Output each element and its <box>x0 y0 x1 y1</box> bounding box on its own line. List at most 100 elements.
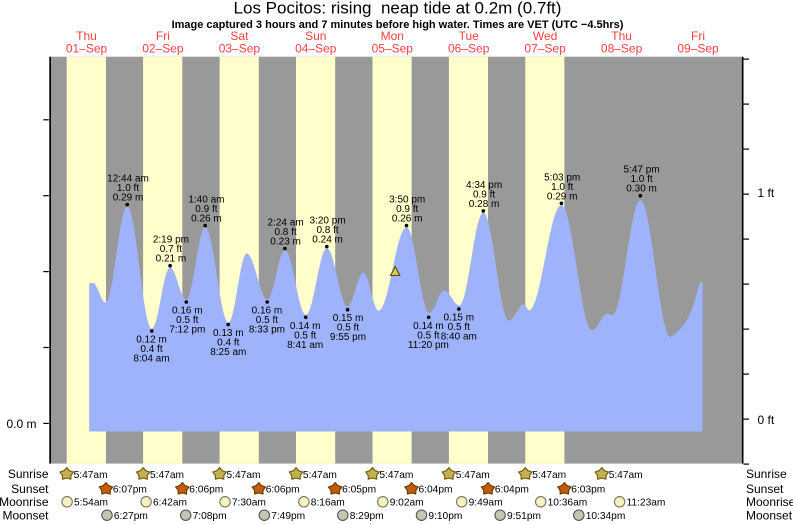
svg-text:7:49pm: 7:49pm <box>271 511 305 522</box>
svg-text:Fri: Fri <box>691 29 705 43</box>
svg-text:5:47 pm: 5:47 pm <box>624 165 660 176</box>
svg-text:Wed: Wed <box>533 29 557 43</box>
svg-text:9:55 pm: 9:55 pm <box>330 332 366 343</box>
svg-text:11:20 pm: 11:20 pm <box>408 340 449 351</box>
svg-text:6:05pm: 6:05pm <box>342 485 376 496</box>
svg-text:8:16am: 8:16am <box>311 498 345 509</box>
svg-text:0.9 ft: 0.9 ft <box>396 204 418 215</box>
svg-text:8:25 am: 8:25 am <box>210 347 246 358</box>
svg-text:Sunset: Sunset <box>11 482 49 496</box>
svg-text:0.14 m: 0.14 m <box>290 321 321 332</box>
svg-text:1 ft: 1 ft <box>758 186 775 200</box>
svg-text:Sun: Sun <box>305 29 326 43</box>
svg-text:02–Sep: 02–Sep <box>142 42 184 56</box>
svg-text:2:24 am: 2:24 am <box>268 218 304 229</box>
svg-text:0.24 m: 0.24 m <box>312 235 343 246</box>
svg-text:0.23 m: 0.23 m <box>270 237 301 248</box>
svg-text:09–Sep: 09–Sep <box>677 42 719 56</box>
svg-text:0.26 m: 0.26 m <box>392 214 423 225</box>
svg-text:Sunrise: Sunrise <box>8 467 49 481</box>
svg-text:6:06pm: 6:06pm <box>266 485 300 496</box>
svg-text:7:30am: 7:30am <box>232 498 266 509</box>
svg-text:6:04pm: 6:04pm <box>495 485 529 496</box>
svg-text:0.9 ft: 0.9 ft <box>195 204 217 215</box>
svg-text:8:33 pm: 8:33 pm <box>249 325 285 336</box>
svg-text:6:04pm: 6:04pm <box>419 485 453 496</box>
svg-text:Sat: Sat <box>230 29 249 43</box>
svg-text:0.16 m: 0.16 m <box>172 306 203 317</box>
svg-text:0.26 m: 0.26 m <box>191 214 222 225</box>
svg-text:0.30 m: 0.30 m <box>626 184 657 195</box>
svg-text:5:54am: 5:54am <box>74 498 108 509</box>
svg-text:5:47am: 5:47am <box>379 470 413 481</box>
svg-text:Moonset: Moonset <box>2 508 49 522</box>
svg-text:5:47am: 5:47am <box>456 470 490 481</box>
svg-text:Moonrise: Moonrise <box>0 495 49 509</box>
svg-text:0.5 ft: 0.5 ft <box>337 323 359 334</box>
svg-text:0.15 m: 0.15 m <box>444 313 475 324</box>
svg-text:10:36am: 10:36am <box>548 498 588 509</box>
svg-text:0.8 ft: 0.8 ft <box>316 225 338 236</box>
svg-text:6:07pm: 6:07pm <box>113 485 147 496</box>
svg-text:1:40 am: 1:40 am <box>188 195 224 206</box>
svg-text:8:40 am: 8:40 am <box>441 332 477 343</box>
svg-text:0.14 m: 0.14 m <box>413 321 444 332</box>
svg-text:08–Sep: 08–Sep <box>601 42 643 56</box>
svg-text:Sunset: Sunset <box>746 482 784 496</box>
svg-text:12:44 am: 12:44 am <box>107 174 149 185</box>
svg-text:8:41 am: 8:41 am <box>287 340 323 351</box>
svg-text:5:47am: 5:47am <box>150 470 184 481</box>
svg-text:0.15 m: 0.15 m <box>333 313 364 324</box>
svg-text:0.29 m: 0.29 m <box>547 191 578 202</box>
svg-text:6:27pm: 6:27pm <box>114 511 148 522</box>
svg-text:4:34 pm: 4:34 pm <box>466 180 502 191</box>
svg-text:6:06pm: 6:06pm <box>189 485 223 496</box>
svg-text:5:47am: 5:47am <box>227 470 261 481</box>
svg-text:04–Sep: 04–Sep <box>295 42 337 56</box>
svg-text:Tue: Tue <box>459 29 480 43</box>
svg-text:8:29pm: 8:29pm <box>350 511 384 522</box>
svg-text:2:19 pm: 2:19 pm <box>153 235 189 246</box>
svg-text:Mon: Mon <box>381 29 404 43</box>
svg-text:9:49am: 9:49am <box>469 498 503 509</box>
svg-text:03–Sep: 03–Sep <box>219 42 261 56</box>
svg-text:3:50 pm: 3:50 pm <box>389 195 425 206</box>
svg-text:9:51pm: 9:51pm <box>507 511 541 522</box>
svg-text:11:23am: 11:23am <box>627 498 666 509</box>
svg-text:05–Sep: 05–Sep <box>372 42 414 56</box>
svg-text:07–Sep: 07–Sep <box>524 42 566 56</box>
svg-text:0.28 m: 0.28 m <box>469 199 500 210</box>
svg-text:Sunrise: Sunrise <box>746 467 787 481</box>
svg-text:0.29 m: 0.29 m <box>113 193 144 204</box>
svg-text:1.0 ft: 1.0 ft <box>630 174 652 185</box>
svg-text:8:04 am: 8:04 am <box>133 354 169 365</box>
svg-text:9:10pm: 9:10pm <box>428 511 462 522</box>
svg-text:7:12 pm: 7:12 pm <box>169 325 205 336</box>
svg-text:Moonset: Moonset <box>746 508 793 522</box>
svg-text:Fri: Fri <box>156 29 170 43</box>
svg-text:Moonrise: Moonrise <box>746 495 793 509</box>
svg-text:5:47am: 5:47am <box>74 470 108 481</box>
svg-text:0.8 ft: 0.8 ft <box>274 227 296 238</box>
svg-text:0.5 ft: 0.5 ft <box>294 330 316 341</box>
svg-text:Thu: Thu <box>76 29 97 43</box>
svg-text:5:47am: 5:47am <box>609 470 643 481</box>
svg-text:0.5 ft: 0.5 ft <box>256 315 278 326</box>
svg-text:0.5 ft: 0.5 ft <box>176 315 198 326</box>
svg-text:Los Pocitos: rising neap tide: Los Pocitos: rising neap tide at 0.2m (0… <box>234 0 562 17</box>
svg-text:0.21 m: 0.21 m <box>156 254 187 265</box>
svg-text:10:34pm: 10:34pm <box>586 511 626 522</box>
svg-text:6:42am: 6:42am <box>153 498 187 509</box>
svg-text:0.5 ft: 0.5 ft <box>448 322 470 333</box>
svg-text:01–Sep: 01–Sep <box>66 42 108 56</box>
svg-text:0.12 m: 0.12 m <box>136 335 167 346</box>
svg-text:5:47am: 5:47am <box>532 470 566 481</box>
svg-text:0.16 m: 0.16 m <box>252 306 283 317</box>
svg-text:0.7 ft: 0.7 ft <box>160 244 182 255</box>
svg-text:9:02am: 9:02am <box>390 498 424 509</box>
svg-text:0.4 ft: 0.4 ft <box>140 344 162 355</box>
svg-text:3:20 pm: 3:20 pm <box>310 216 346 227</box>
svg-text:6:03pm: 6:03pm <box>571 485 605 496</box>
svg-text:Image captured 3 hours and 7 m: Image captured 3 hours and 7 minutes bef… <box>172 19 624 31</box>
svg-text:0.9 ft: 0.9 ft <box>473 189 495 200</box>
